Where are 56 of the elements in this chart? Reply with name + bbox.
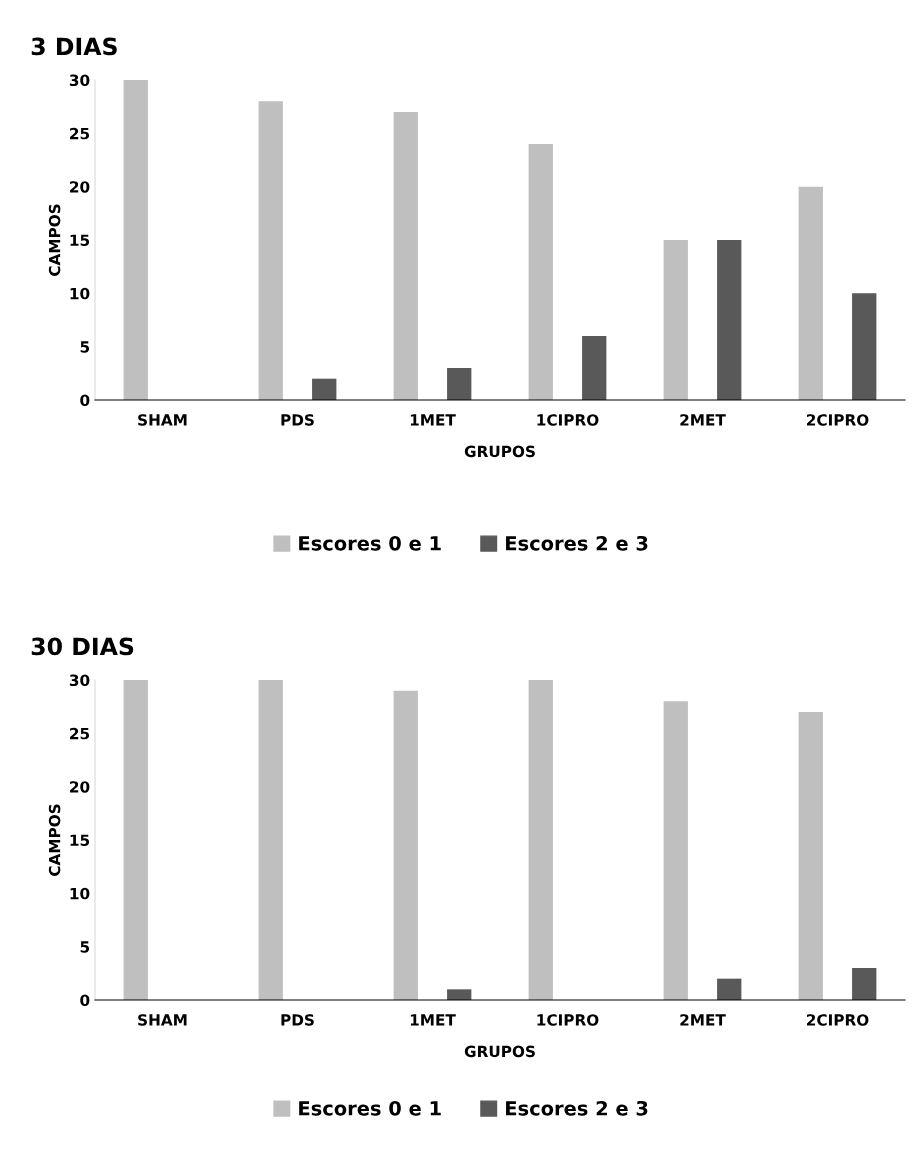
x-tick-label: 1CIPRO — [537, 1014, 599, 1026]
x-tick-label: PDS — [281, 414, 314, 426]
x-tick-label: 1CIPRO — [537, 414, 599, 426]
x-axis-title: GRUPOS — [464, 1045, 535, 1058]
bar — [717, 978, 742, 1000]
bar — [258, 680, 283, 1000]
y-tick-label: 15 — [70, 834, 90, 847]
bar — [393, 112, 418, 400]
legend-label: Escores 2 e 3 — [506, 535, 648, 551]
bar — [528, 680, 553, 1000]
y-axis-title: CAMPOS — [48, 204, 61, 276]
y-tick-label: 0 — [80, 394, 90, 407]
y-tick-label: 5 — [80, 341, 90, 353]
legend-label: Escores 0 e 1 — [299, 1100, 441, 1116]
y-axis-title: CAMPOS — [48, 804, 61, 876]
bar — [717, 240, 742, 400]
y-tick-label: 10 — [70, 887, 90, 900]
x-tick-label: 2MET — [680, 1014, 726, 1026]
chart-title: 3 DIAS — [31, 37, 117, 56]
bar — [663, 240, 688, 400]
bar — [852, 968, 877, 1000]
x-tick-label: 2CIPRO — [806, 414, 869, 426]
bar — [798, 712, 823, 1000]
bar — [528, 144, 553, 400]
y-tick-label: 20 — [70, 181, 90, 193]
x-tick-label: PDS — [281, 1014, 314, 1026]
x-tick-label: 1MET — [410, 414, 456, 426]
bar — [447, 368, 472, 400]
x-tick-label: 1MET — [410, 1014, 456, 1026]
y-tick-label: 30 — [69, 674, 90, 687]
y-tick-label: 15 — [70, 234, 90, 247]
bar — [447, 989, 472, 1000]
legend-label: Escores 2 e 3 — [506, 1100, 648, 1116]
bar — [393, 690, 418, 1000]
bar — [258, 101, 283, 400]
y-tick-label: 30 — [69, 74, 90, 87]
y-tick-label: 20 — [70, 781, 90, 793]
y-tick-label: 5 — [80, 941, 90, 953]
x-tick-label: SHAM — [138, 414, 187, 426]
bar — [663, 701, 688, 1000]
y-tick-label: 0 — [80, 994, 90, 1007]
y-tick-label: 25 — [70, 727, 90, 740]
bar — [123, 80, 148, 400]
legend-label: Escores 0 e 1 — [299, 535, 441, 551]
bar — [123, 680, 148, 1000]
x-tick-label: 2MET — [680, 414, 726, 426]
x-tick-label: 2CIPRO — [806, 1014, 869, 1026]
bar — [582, 336, 607, 400]
y-tick-label: 10 — [70, 287, 90, 300]
y-tick-label: 25 — [70, 127, 90, 140]
bar — [852, 293, 877, 400]
x-tick-label: SHAM — [138, 1014, 187, 1026]
bar — [798, 186, 823, 400]
chart-title: 30 DIAS — [31, 637, 134, 656]
x-axis-title: GRUPOS — [464, 445, 535, 458]
bar — [312, 378, 337, 400]
